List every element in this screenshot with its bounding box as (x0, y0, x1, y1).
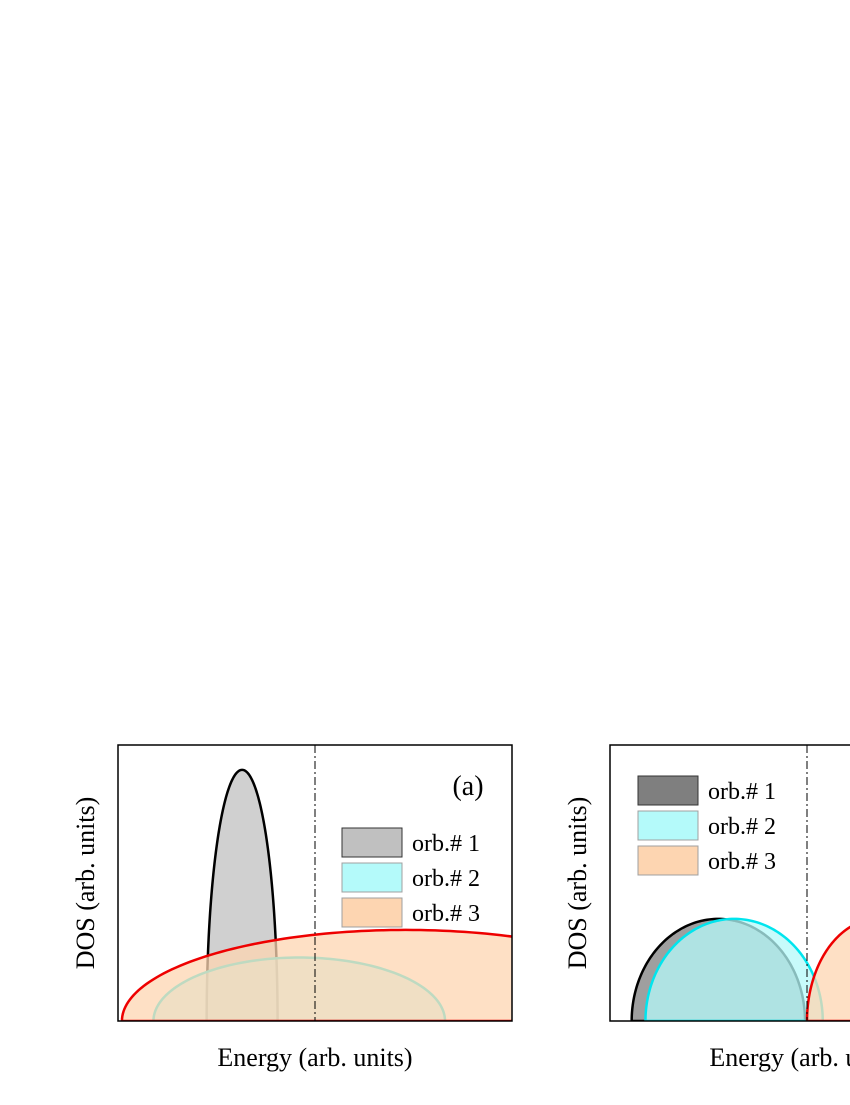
panel-b-legend: orb.# 1 orb.# 2 orb.# 3 (637, 775, 776, 876)
panel-a-legend-label-2: orb.# 2 (412, 866, 480, 892)
panel-b-series-2 (644, 917, 825, 1021)
panel-b-legend-swatch-1 (637, 775, 699, 806)
panel-a-label: (a) (452, 771, 483, 802)
panel-a-frame (117, 744, 513, 1022)
panel-a-curves (120, 768, 512, 1021)
panel-a-legend-swatch-2 (341, 862, 403, 893)
panel-a-legend-swatch-3 (341, 897, 403, 928)
panel-a-legend-label-3: orb.# 3 (412, 901, 480, 927)
panel-a-ylabel: DOS (arb. units) (71, 797, 100, 970)
panel-a: (a) orb.# 1 orb.# 2 orb.# 3 Energy (arb. u… (71, 744, 513, 1072)
panel-b-series-3 (805, 925, 850, 1021)
panel-b-legend-swatch-3 (637, 845, 699, 876)
panel-b-legend-swatch-2 (637, 810, 699, 841)
panel-a-xlabel: Energy (arb. units) (217, 1043, 412, 1072)
panel-b-ylabel: DOS (arb. units) (563, 797, 592, 970)
panel-b-xlabel: Energy (arb. units) (709, 1043, 850, 1072)
panel-b: orb.# 1 orb.# 2 orb.# 3 Energy (arb. units… (563, 744, 850, 1072)
panel-b-legend-label-2: orb.# 2 (708, 814, 776, 840)
panel-b-legend-label-1: orb.# 1 (708, 779, 776, 805)
panel-a-legend-swatch-1 (341, 827, 403, 858)
panel-a-series-3 (120, 928, 512, 1021)
panel-a-legend: orb.# 1 orb.# 2 orb.# 3 (341, 827, 480, 928)
panel-b-frame (609, 744, 850, 1022)
panel-a-legend-label-1: orb.# 1 (412, 831, 480, 857)
panel-b-curves (630, 917, 850, 1021)
panel-b-legend-label-3: orb.# 3 (708, 849, 776, 875)
